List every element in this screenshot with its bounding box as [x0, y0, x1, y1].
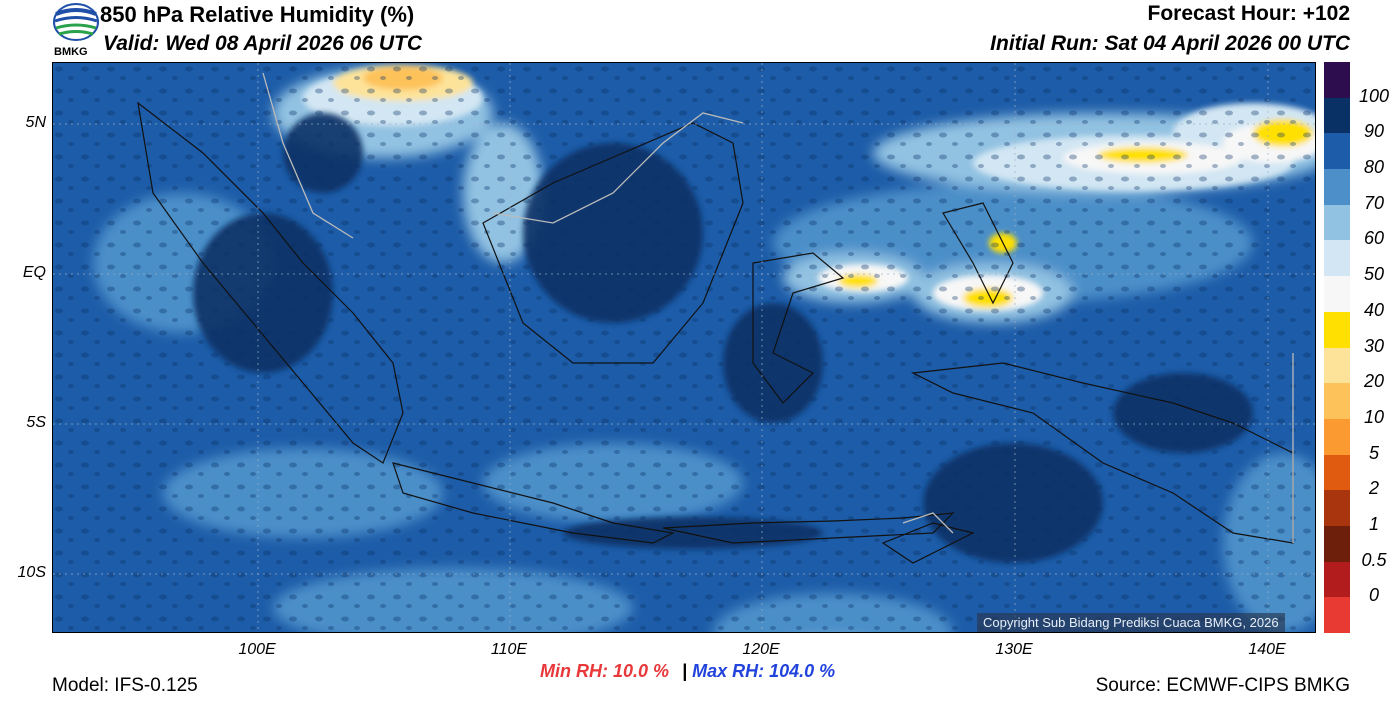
colorbar-swatch	[1324, 347, 1350, 384]
colorbar-swatch	[1324, 133, 1350, 170]
lon-label: 110E	[490, 641, 528, 658]
model-label: Model: IFS-0.125	[52, 675, 198, 696]
initial-run: Initial Run: Sat 04 April 2026 00 UTC	[990, 32, 1350, 55]
colorbar-label: 80	[1363, 157, 1385, 178]
colorbar-label: 30	[1363, 335, 1385, 356]
lon-label: 120E	[742, 641, 780, 658]
colorbar-swatch	[1324, 597, 1350, 633]
gridlines	[53, 63, 1315, 632]
colorbar-swatch	[1324, 97, 1350, 134]
rh-stats: Min RH: 10.0 % | Max RH: 104.0 %	[540, 661, 835, 682]
colorbar-swatch	[1324, 490, 1350, 526]
borders	[262, 72, 1294, 543]
colorbar-swatch	[1324, 525, 1350, 562]
lon-label: 140E	[1248, 641, 1286, 658]
map-title: 850 hPa Relative Humidity (%)	[100, 2, 415, 27]
colorbar-swatch	[1324, 240, 1350, 277]
bmkg-logo	[52, 2, 100, 60]
logo-text: BMKG	[54, 46, 88, 58]
colorbar-swatch	[1324, 276, 1350, 312]
valid-time: Valid: Wed 08 April 2026 06 UTC	[103, 32, 422, 55]
source-label: Source: ECMWF-CIPS BMKG	[1095, 675, 1350, 696]
lon-label: 100E	[238, 641, 276, 658]
colorbar-swatch	[1324, 204, 1350, 241]
colorbar-swatch	[1324, 62, 1350, 98]
colorbar-swatch	[1324, 169, 1350, 205]
colorbar-label: 100	[1358, 85, 1390, 106]
colorbar-label: 0.5	[1361, 549, 1387, 570]
colorbar-label: 50	[1363, 264, 1385, 285]
lat-label: 5N	[25, 114, 46, 131]
colorbar-label: 5	[1368, 442, 1379, 463]
colorbar-swatch	[1324, 311, 1350, 348]
colorbar-swatch	[1324, 454, 1350, 491]
forecast-hour: Forecast Hour: +102	[1147, 2, 1351, 25]
colorbar-label: 2	[1368, 478, 1379, 499]
colorbar-label: 0	[1368, 585, 1379, 606]
colorbar-label: 40	[1363, 299, 1385, 320]
colorbar-label: 90	[1363, 121, 1385, 142]
max-rh: Max RH: 104.0 %	[692, 661, 836, 681]
colorbar-label: 1	[1368, 513, 1379, 534]
min-rh: Min RH: 10.0 %	[540, 661, 670, 681]
colorbar-label: 10	[1363, 406, 1385, 427]
colorbar-swatch	[1324, 561, 1350, 598]
colorbar-swatch	[1324, 383, 1350, 419]
humidity-map: Copyright Sub Bidang Prediksi Cuaca BMKG…	[52, 62, 1316, 633]
stats-separator: |	[682, 661, 688, 681]
copyright-label: Copyright Sub Bidang Prediksi Cuaca BMKG…	[977, 613, 1285, 632]
lat-label: 10S	[17, 564, 46, 581]
colorbar-swatch	[1324, 418, 1350, 455]
colorbar-label: 70	[1363, 192, 1385, 213]
lat-label: 5S	[26, 414, 46, 431]
lon-label: 130E	[995, 641, 1033, 658]
lat-label: EQ	[22, 264, 46, 281]
colorbar-label: 60	[1363, 228, 1385, 249]
colorbar	[1324, 62, 1350, 633]
colorbar-label: 20	[1363, 371, 1385, 392]
coastlines	[137, 101, 1294, 564]
